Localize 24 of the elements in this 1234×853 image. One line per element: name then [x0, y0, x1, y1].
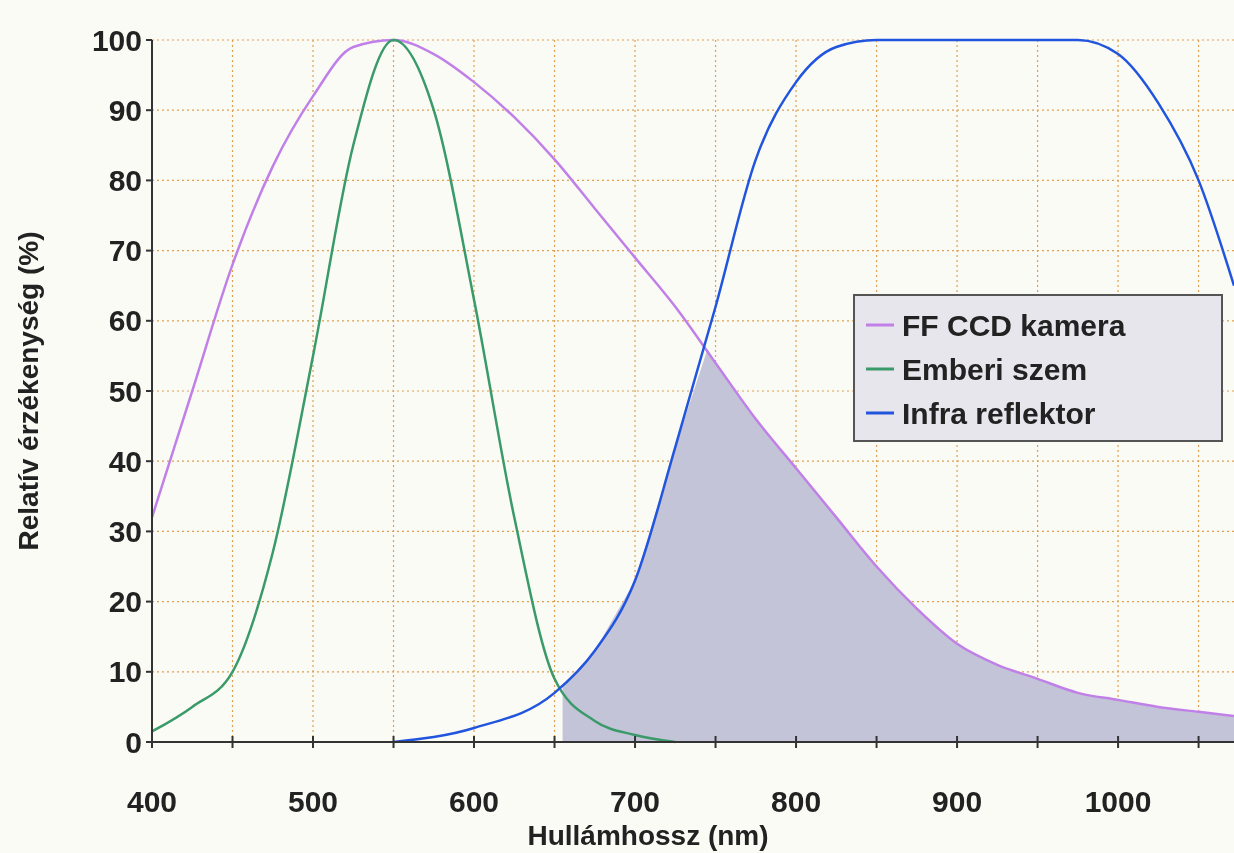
- y-tick-label: 0: [125, 725, 142, 759]
- y-tick-label: 100: [91, 23, 142, 57]
- line-series: [150, 38, 1234, 718]
- y-tick-label: 40: [108, 444, 142, 478]
- x-tick-label: 600: [448, 785, 500, 818]
- x-axis-title: Hullámhossz (nm): [527, 820, 769, 851]
- legend-label: FF CCD kamera: [902, 308, 1126, 342]
- y-tick-label: 60: [108, 304, 142, 338]
- y-tick-label: 50: [108, 374, 142, 408]
- x-tick-label: 800: [771, 785, 822, 818]
- y-tick-label: 90: [108, 93, 142, 127]
- y-tick-label: 80: [108, 163, 142, 197]
- y-axis-title: Relatív érzékenység (%): [13, 231, 44, 551]
- legend-label: Infra reflektor: [902, 396, 1096, 430]
- x-tick-label: 900: [932, 785, 983, 818]
- x-tick-label: 400: [126, 785, 178, 818]
- x-tick-label: 700: [610, 785, 661, 818]
- x-tick-label: 500: [287, 785, 339, 818]
- legend-label: Emberi szem: [902, 352, 1088, 386]
- x-tick-label: 1000: [1084, 785, 1152, 818]
- y-tick-label: 10: [108, 655, 142, 689]
- y-tick-label: 70: [108, 234, 142, 268]
- y-tick-label: 30: [108, 514, 142, 548]
- y-tick-label: 20: [108, 585, 142, 619]
